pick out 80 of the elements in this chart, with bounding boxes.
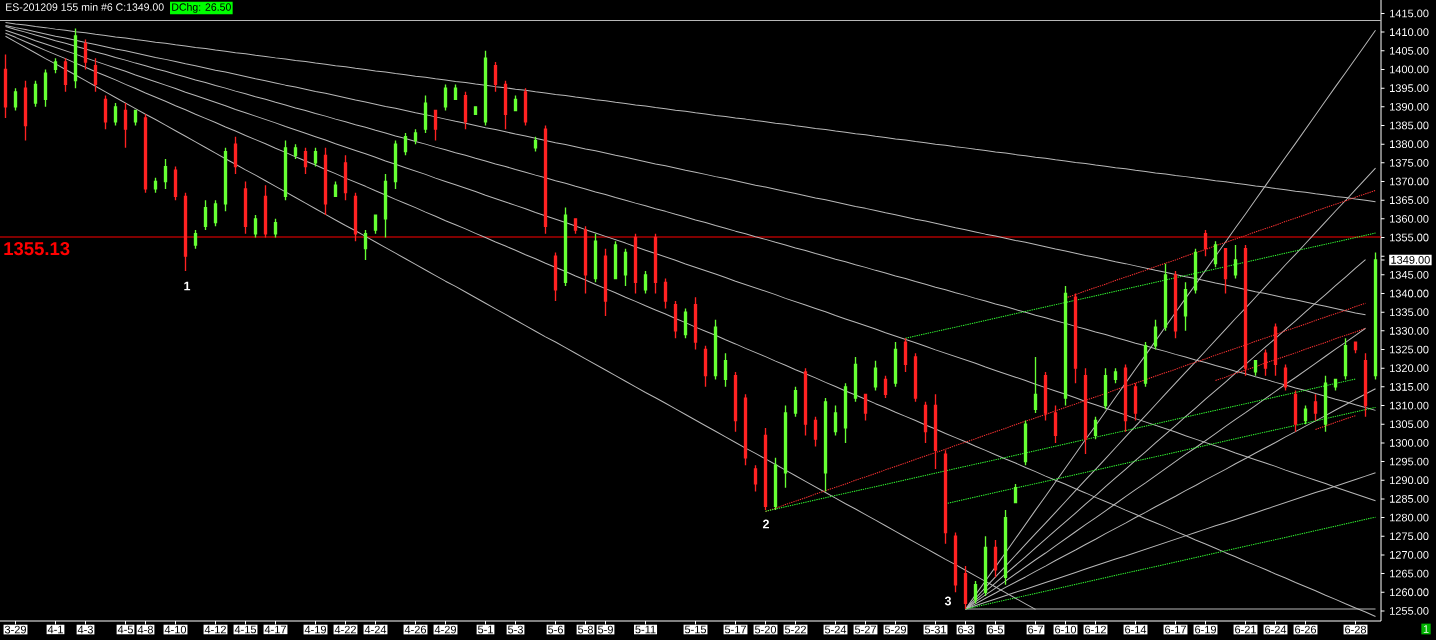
x-tick-label: 4-24 [364,625,387,634]
x-tick-label: 4-19 [304,625,326,634]
x-tick-label: 5-31 [924,625,946,634]
x-tick-label: 4-26 [404,625,427,634]
y-tick-label: 1349.00 [1391,256,1430,264]
x-tick-label: 5-22 [784,625,806,634]
x-tick-label: 5-3 [508,625,523,634]
annotation: 3 [944,596,952,606]
y-tick-label: 1360.00 [1390,214,1429,223]
y-tick-label: 1280.00 [1390,513,1429,522]
chart-title: ES-201209 155 min #6 C:1349.00 [6,3,164,11]
chart-subtitle: DChg: 26.50 [172,3,231,13]
x-tick-label: 6-3 [958,625,973,634]
y-tick-label: 1370.00 [1390,177,1429,186]
y-tick-label: 1345.00 [1390,270,1429,279]
x-tick-label: 4-1 [47,625,63,634]
y-tick-label: 1340.00 [1390,289,1429,298]
ref-line-label: 1355.13 [4,242,70,256]
x-tick-label: 4-15 [234,625,257,634]
x-tick-label: 4-8 [137,625,153,634]
x-tick-label: 6-14 [1125,625,1147,634]
y-tick-label: 1325.00 [1390,345,1429,354]
x-tick-label: 5-8 [578,625,593,634]
y-tick-label: 1315.00 [1390,382,1429,391]
y-tick-label: 1335.00 [1390,308,1429,317]
x-tick-label: 5-24 [824,625,847,634]
y-tick-label: 1285.00 [1390,495,1429,503]
x-tick-label: 6-28 [1345,625,1367,634]
x-tick-label: 4-22 [334,625,356,634]
x-tick-label: 5-27 [854,625,876,634]
x-tick-label: 6-5 [988,625,1003,634]
y-tick-label: 1305.00 [1390,420,1429,429]
x-tick-label: 4-17 [264,625,286,634]
text: 1 [1423,625,1429,633]
y-tick-label: 1405.00 [1390,46,1429,55]
x-tick-label: 6-10 [1055,625,1077,634]
x-tick-label: 5-17 [724,625,746,634]
x-tick-label: 5-11 [635,625,656,634]
y-tick-label: 1355.00 [1390,233,1429,242]
y-tick-label: 1320.00 [1390,364,1429,373]
x-tick-label: 5-1 [478,625,493,634]
y-tick-label: 1385.00 [1390,121,1429,130]
x-tick-label: 4-29 [434,625,456,634]
y-tick-label: 1395.00 [1390,84,1429,93]
x-tick-label: 4-3 [77,625,93,634]
annotation: 1 [184,281,191,291]
x-tick-label: 4-10 [164,625,187,634]
x-tick-label: 4-5 [117,625,133,634]
y-tick-label: 1400.00 [1390,65,1429,74]
x-tick-label: 3-29 [4,625,26,634]
y-tick-label: 1310.00 [1390,401,1429,410]
x-tick-label: 6-24 [1265,625,1287,634]
x-tick-label: 6-17 [1165,625,1186,634]
y-tick-label: 1255.00 [1390,607,1429,615]
x-tick-label: 6-26 [1295,625,1317,634]
y-tick-label: 1410.00 [1390,28,1429,36]
y-tick-label: 1260.00 [1390,588,1429,597]
y-tick-label: 1330.00 [1390,326,1429,335]
y-tick-label: 1265.00 [1390,569,1429,578]
y-tick-label: 1290.00 [1390,476,1429,485]
y-tick-label: 1380.00 [1390,140,1429,149]
y-tick-label: 1390.00 [1390,102,1429,111]
annotation: 2 [762,519,769,529]
x-tick-label: 5-29 [884,625,906,634]
x-tick-label: 5-20 [754,625,777,634]
y-tick-label: 1375.00 [1390,158,1429,167]
y-tick-label: 1300.00 [1390,438,1429,447]
x-tick-label: 5-15 [684,625,707,634]
y-tick-label: 1415.00 [1390,9,1429,18]
x-tick-label: 6-21 [1235,625,1256,634]
x-tick-label: 6-12 [1085,625,1106,634]
x-tick-label: 4-12 [204,625,226,634]
y-tick-label: 1295.00 [1390,457,1429,466]
y-tick-label: 1275.00 [1390,532,1429,541]
y-tick-label: 1270.00 [1390,551,1429,559]
x-tick-label: 6-7 [1028,625,1043,634]
x-tick-label: 5-6 [548,625,563,634]
x-tick-label: 6-19 [1195,625,1216,634]
x-tick-label: 5-9 [598,625,613,634]
y-tick-label: 1365.00 [1390,196,1429,205]
